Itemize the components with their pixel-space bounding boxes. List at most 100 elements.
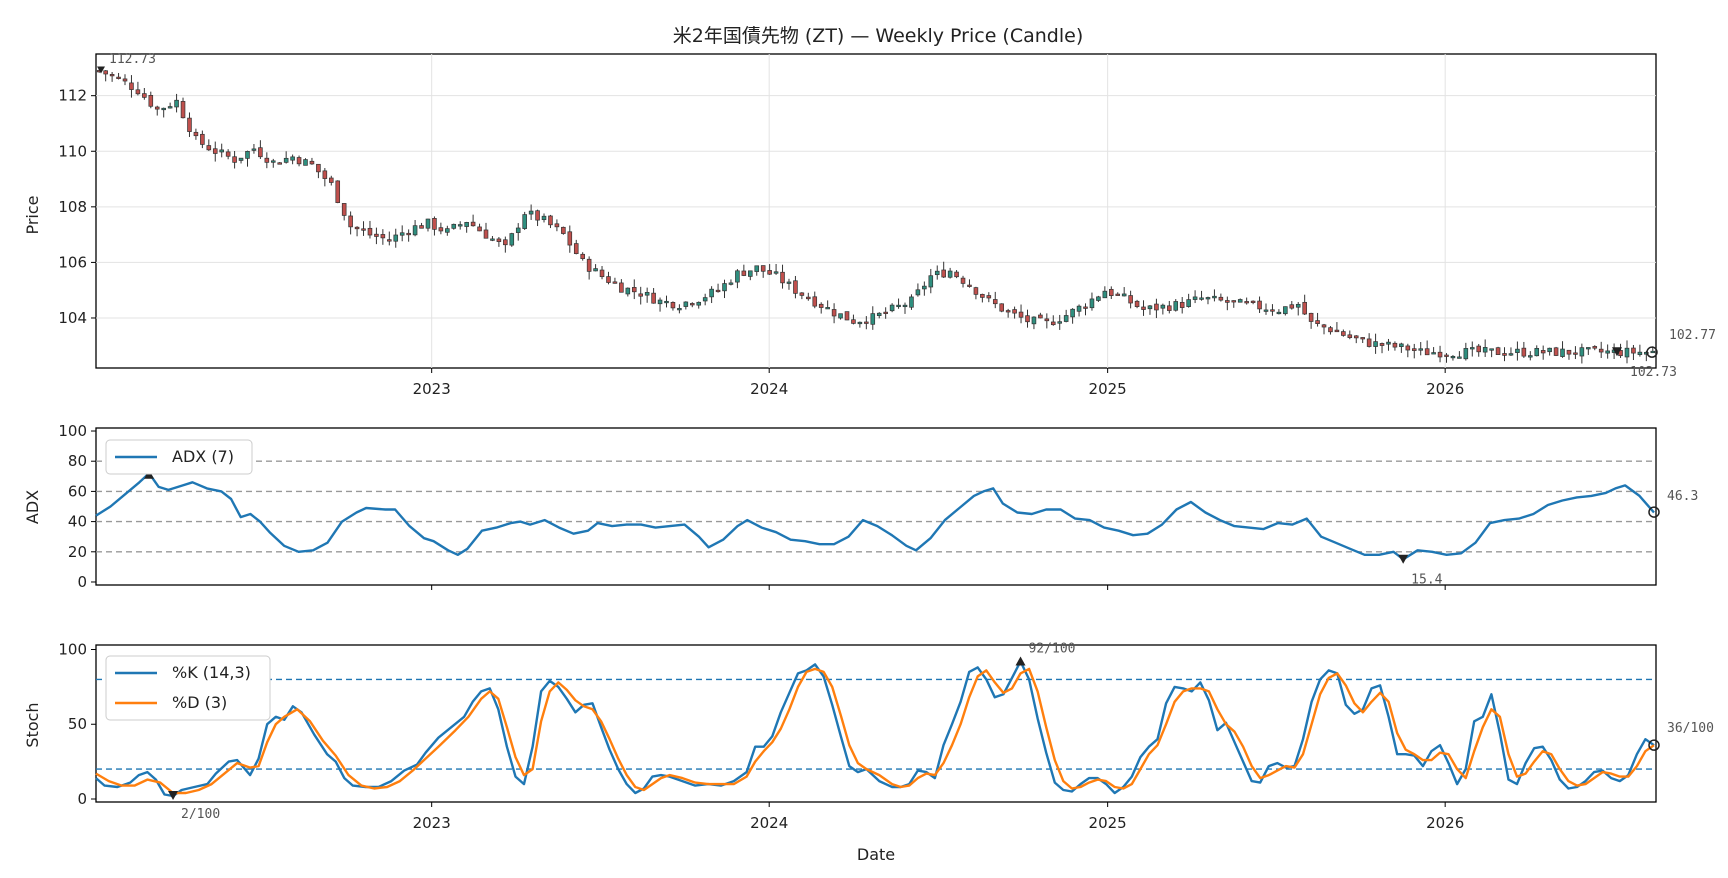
candle-body <box>793 280 798 294</box>
candle-body <box>1057 321 1063 324</box>
candle-body <box>245 150 250 159</box>
candle-body <box>1063 315 1069 322</box>
candle-body <box>1218 296 1224 301</box>
candle-body <box>767 270 772 275</box>
price-panel: 104 106 108 110 112 2023 2024 2025 2026 Price 11… <box>23 52 1716 398</box>
candle-body <box>960 277 966 284</box>
adx-plot-area <box>95 427 1657 586</box>
candle-body <box>876 312 882 316</box>
y-tick-label: 80 <box>68 452 87 470</box>
candle-body <box>109 74 115 77</box>
candle-body <box>1179 301 1185 308</box>
candle-body <box>1102 290 1108 299</box>
candle-body <box>773 271 779 274</box>
candle-body <box>1018 311 1024 318</box>
candle-body <box>167 106 173 109</box>
candle-body <box>1109 288 1114 296</box>
candle-body <box>812 296 818 307</box>
candle-body <box>612 281 618 284</box>
candle-body <box>889 304 895 312</box>
candle-body <box>851 319 856 324</box>
candle-body <box>554 223 560 228</box>
candle-body <box>683 301 689 307</box>
candle-body <box>354 226 360 230</box>
candle-body <box>1573 352 1578 355</box>
y-tick-label: 100 <box>58 640 87 658</box>
candle-body <box>1225 300 1230 303</box>
candle-body <box>580 253 585 259</box>
adx-legend: ADX (7) <box>105 439 253 475</box>
candle-body <box>941 269 946 278</box>
x-tick-label: 2024 <box>750 814 788 832</box>
candle-body <box>689 303 695 306</box>
stoch-lines: 2/100 92/100 36/100 <box>95 641 1714 822</box>
candle-body <box>470 221 476 227</box>
candle-body <box>999 303 1004 312</box>
candle-body <box>387 239 392 242</box>
candle-body <box>954 271 959 278</box>
candle-body <box>748 270 753 277</box>
y-tick-label: 50 <box>68 715 87 733</box>
candle-body <box>393 234 399 242</box>
candle-body <box>445 228 450 233</box>
candle-body <box>1379 343 1385 346</box>
candle-body <box>1192 296 1198 300</box>
candle-body <box>1321 324 1327 328</box>
candle-body <box>992 299 998 305</box>
last-marker <box>1648 739 1660 751</box>
candle-body <box>606 276 611 283</box>
candle-body <box>1212 295 1217 299</box>
start-price-label: 112.73 <box>109 52 156 67</box>
candle-body <box>1605 350 1610 354</box>
candle-body <box>412 225 418 236</box>
candle-body <box>341 203 347 216</box>
candle-body <box>367 227 373 236</box>
candle-body <box>586 258 592 272</box>
y-tick-label: 112 <box>58 87 87 105</box>
candle-body <box>1528 355 1533 358</box>
candle-body <box>715 289 721 293</box>
stoch-k-line <box>95 660 1655 798</box>
candle-body <box>1076 305 1082 312</box>
candle-body <box>329 177 334 183</box>
candle-body <box>1444 354 1449 357</box>
candle-body <box>425 218 431 229</box>
legend-k: %K (14,3) <box>172 663 251 682</box>
candle-body <box>200 133 205 145</box>
candle-body <box>1231 300 1237 303</box>
candle-body <box>1283 306 1288 315</box>
max-marker <box>1015 656 1026 666</box>
candle-body <box>361 228 366 231</box>
candle-body <box>1302 301 1307 315</box>
price-plot-area <box>95 53 1657 369</box>
candle-body <box>980 293 985 298</box>
candle-body <box>1650 350 1656 354</box>
candle-body <box>1566 349 1572 355</box>
stoch-axis-label: Stoch <box>23 702 42 747</box>
candle-body <box>838 313 843 319</box>
candle-body <box>902 304 908 308</box>
candle-body <box>1598 348 1604 353</box>
candle-body <box>754 265 760 272</box>
last-label: 36/100 <box>1667 721 1714 736</box>
candle-body <box>1476 345 1482 353</box>
candle-body <box>1276 311 1282 315</box>
stoch-legend: %K (14,3) %D (3) <box>105 655 271 721</box>
candle-body <box>212 148 218 154</box>
candle-body <box>664 300 669 304</box>
candle-body <box>316 163 321 173</box>
candle-body <box>1586 347 1591 350</box>
candle-body <box>496 238 502 242</box>
candle-body <box>1521 347 1527 357</box>
candle-body <box>1592 346 1598 349</box>
candle-body <box>870 313 876 325</box>
candle-body <box>631 287 637 293</box>
candle-body <box>432 218 437 230</box>
candle-body <box>193 131 199 137</box>
candle-body <box>702 297 708 302</box>
candle-body <box>1392 342 1398 348</box>
chart-title: 米2年国債先物 (ZT) — Weekly Price (Candle) <box>673 25 1083 47</box>
candle-body <box>1534 348 1540 357</box>
candle-body <box>1373 341 1378 347</box>
candle-body <box>1070 308 1075 318</box>
